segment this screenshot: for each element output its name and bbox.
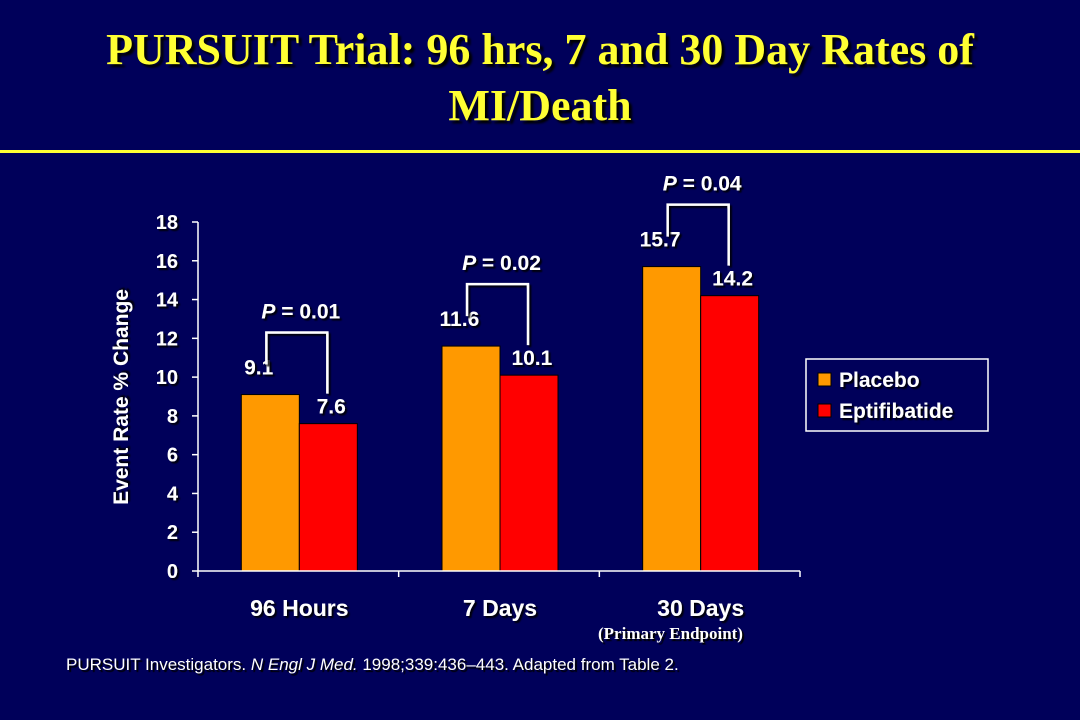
bar-placebo-0 — [240, 394, 300, 572]
data-label-placebo-1: 11.6 — [440, 308, 480, 331]
axes-layer: 0 2 4 6 8 10 12 14 16 18 Event Rate % Change — [110, 212, 801, 583]
p-value-label-1: P = 0.02 — [462, 252, 541, 275]
y-tick-label-0: 0 — [167, 561, 178, 583]
data-label-eptifibatide-1: 10.1 — [511, 347, 552, 370]
data-label-eptifibatide-0: 7.6 — [317, 396, 346, 419]
p-value-bracket-2 — [666, 203, 730, 266]
y-tick-label-7: 14 — [156, 290, 179, 312]
legend-label-eptifibatide: Eptifibatide — [839, 400, 953, 423]
p-value-annotations: P = 0.01 P = 0.02 P = 0.04 — [261, 173, 742, 394]
y-tick-label-6: 12 — [156, 328, 178, 350]
y-tick-label-3: 6 — [167, 445, 178, 467]
title-divider — [0, 150, 1080, 153]
bar-placebo-2 — [642, 266, 702, 572]
slide-title-line-1: PURSUIT Trial: 96 hrs, 7 and 30 Day Rate… — [106, 25, 974, 74]
footnote-authors: PURSUIT Investigators. — [66, 655, 251, 674]
slide-title: PURSUIT Trial: 96 hrs, 7 and 30 Day Rate… — [0, 22, 1080, 134]
y-tick-label-1: 2 — [167, 522, 178, 544]
y-tick-label-4: 8 — [167, 406, 178, 428]
legend: Placebo Eptifibatide — [805, 358, 989, 432]
data-label-eptifibatide-2: 14.2 — [712, 268, 753, 291]
legend-box — [805, 358, 989, 432]
y-tick-label-5: 10 — [156, 367, 178, 389]
primary-endpoint-note: (Primary Endpoint) — [598, 624, 743, 643]
data-label-placebo-2: 15.7 — [640, 229, 681, 252]
citation-footnote: PURSUIT Investigators. N Engl J Med. 199… — [66, 655, 679, 675]
y-tick-label-2: 4 — [167, 483, 179, 505]
bar-eptifibatide-1 — [499, 374, 559, 572]
data-label-placebo-0: 9.1 — [244, 357, 274, 380]
bars-layer — [240, 266, 760, 572]
bar-eptifibatide-2 — [700, 295, 760, 572]
legend-swatch-placebo — [817, 372, 832, 387]
legend-swatch-eptifibatide — [817, 403, 832, 418]
legend-label-placebo: Placebo — [839, 369, 920, 392]
y-axis-title: Event Rate % Change — [110, 289, 133, 505]
x-tick-label-2: 30 Days — [657, 595, 744, 621]
p-value-bracket-1 — [465, 282, 530, 346]
bar-eptifibatide-0 — [298, 423, 358, 572]
bar-placebo-1 — [441, 345, 501, 572]
x-tick-label-1: 7 Days — [463, 595, 537, 621]
footnote-journal: N Engl J Med. — [250, 655, 358, 674]
x-tick-label-0: 96 Hours — [250, 595, 348, 621]
p-value-label-0: P = 0.01 — [261, 301, 340, 324]
labels-layer: 9.1 7.6 96 Hours 11.6 10.1 7 Days 15.7 14.2 30 D… — [244, 229, 753, 621]
p-value-bracket-0 — [265, 331, 329, 394]
y-tick-label-8: 16 — [156, 251, 178, 273]
p-value-label-2: P = 0.04 — [663, 173, 742, 196]
footnote-reference: 1998;339:436–443. Adapted from Table 2. — [357, 655, 679, 674]
y-tick-label-9: 18 — [156, 212, 178, 234]
slide-title-line-2: MI/Death — [448, 81, 632, 130]
